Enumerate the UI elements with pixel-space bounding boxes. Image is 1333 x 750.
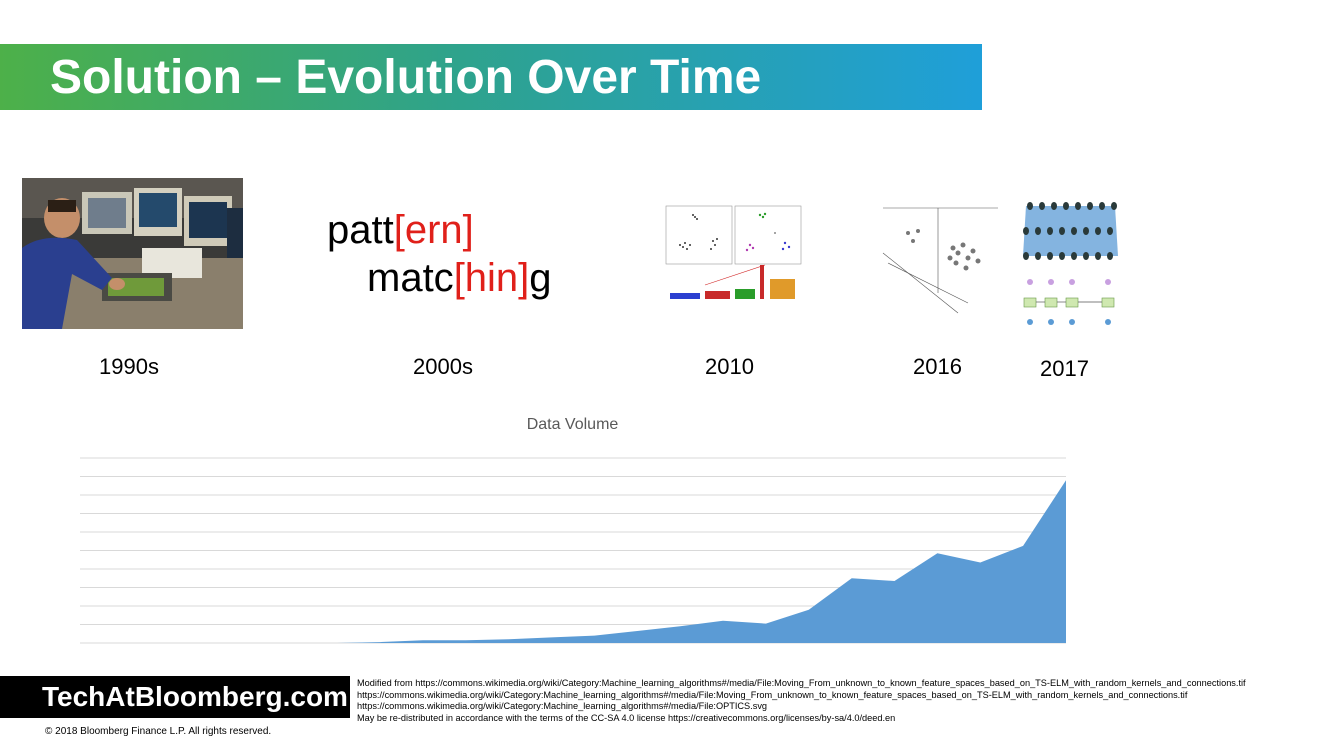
credit-line: May be re-distributed in accordance with…	[357, 712, 896, 723]
pattern-text-part: patt	[327, 208, 394, 252]
trader-workstation-photo	[22, 178, 243, 329]
copyright-text: © 2018 Bloomberg Finance L.P. All rights…	[45, 726, 272, 737]
year-label-2017: 2017	[1040, 356, 1089, 381]
pattern-matching-text: patt[ern] matc[hin]g	[327, 206, 552, 302]
year-label-2016: 2016	[913, 354, 962, 379]
brand-bar	[0, 676, 350, 718]
pattern-text-highlight: [ern]	[393, 208, 474, 252]
image-credits: Modified from https://commons.wikimedia.…	[357, 678, 1317, 724]
brand-logo-text: TechAtBloomberg.com	[42, 681, 348, 712]
credit-line: https://commons.wikimedia.org/wiki/Categ…	[357, 701, 768, 712]
slide-title: Solution – Evolution Over Time	[50, 51, 762, 104]
title-banner	[0, 44, 982, 110]
matching-text-part: matc	[367, 256, 454, 300]
year-label-1990s: 1990s	[99, 354, 159, 379]
matching-text-highlight: [hin]	[453, 256, 530, 300]
chart-title: Data Volume	[526, 416, 619, 433]
matching-text-end: g	[529, 256, 552, 300]
neural-network-thumbnail	[1018, 198, 1123, 330]
credit-line: Modified from https://commons.wikimedia.…	[357, 678, 1246, 688]
clustering-plots-thumbnail	[665, 205, 802, 301]
credit-line: https://commons.wikimedia.org/wiki/Categ…	[357, 689, 1188, 700]
year-label-2010: 2010	[705, 354, 754, 379]
data-volume-chart	[80, 457, 1066, 644]
feature-space-thumbnail	[878, 203, 1000, 318]
data-volume-area	[80, 480, 1066, 643]
year-label-2000s: 2000s	[413, 354, 473, 379]
